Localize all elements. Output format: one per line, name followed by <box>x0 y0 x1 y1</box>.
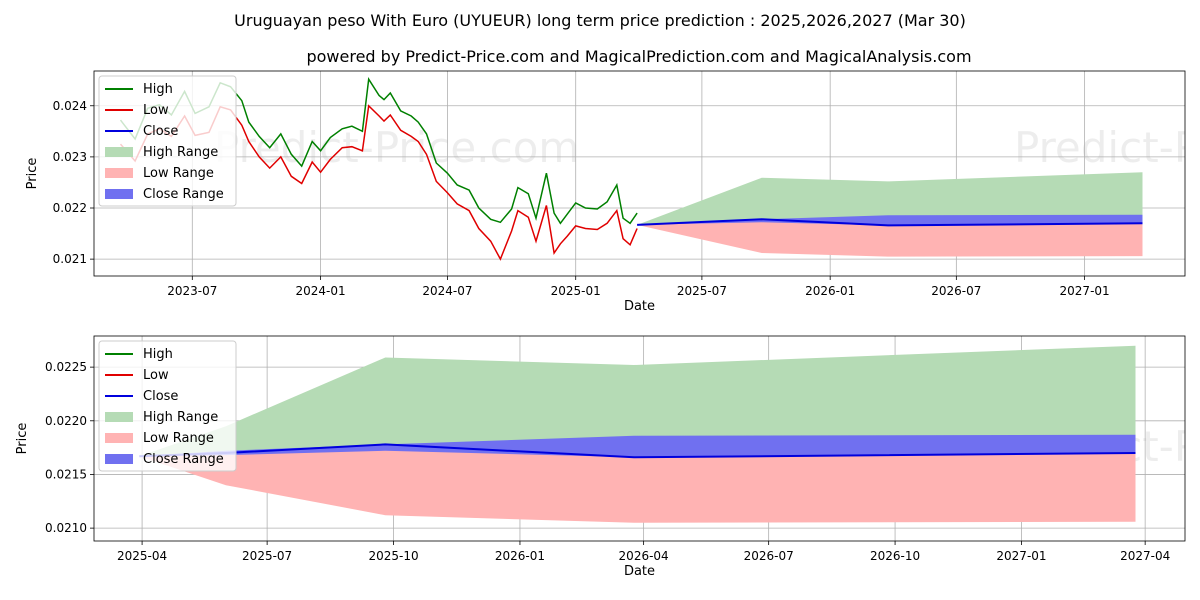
x-tick-label: 2024-07 <box>422 284 472 298</box>
x-tick-label: 2025-07 <box>677 284 727 298</box>
x-tick-label: 2026-04 <box>619 549 669 563</box>
x-tick-label: 2027-01 <box>996 549 1046 563</box>
close-range-band <box>139 434 1136 458</box>
legend-swatch-close-range <box>105 189 133 199</box>
x-tick-label: 2025-10 <box>368 549 418 563</box>
legend-swatch-low-range <box>105 168 133 178</box>
x-tick-label: 2025-07 <box>242 549 292 563</box>
x-tick-label: 2026-01 <box>495 549 545 563</box>
x-tick-label: 2026-10 <box>870 549 920 563</box>
x-axis-label: Date <box>624 299 655 314</box>
legend-swatch-close-range <box>105 454 133 464</box>
legend-label-close: Close <box>143 124 178 139</box>
y-tick-label: 0.0210 <box>45 521 87 535</box>
legend-label-low-range: Low Range <box>143 431 214 446</box>
legend-label-high: High <box>143 347 173 362</box>
chart-title: Uruguayan peso With Euro (UYUEUR) long t… <box>234 11 966 30</box>
high-range-band <box>637 172 1143 226</box>
legend-swatch-high-range <box>105 412 133 422</box>
high-range-band <box>139 345 1136 458</box>
y-tick-label: 0.0220 <box>45 414 87 428</box>
x-tick-label: 2025-01 <box>551 284 601 298</box>
x-tick-label: 2023-07 <box>167 284 217 298</box>
legend-label-low: Low <box>143 368 169 383</box>
y-axis-label: Price <box>25 158 40 190</box>
low-range-band <box>139 444 1136 523</box>
x-tick-label: 2025-04 <box>117 549 167 563</box>
y-tick-label: 0.0215 <box>45 467 87 481</box>
plot-frame <box>93 70 1186 277</box>
legend-box <box>98 340 237 472</box>
legend-label-low-range: Low Range <box>143 166 214 181</box>
plot-frame <box>93 335 1186 542</box>
legend-swatch-high-range <box>105 147 133 157</box>
y-tick-label: 0.023 <box>53 150 87 164</box>
x-tick-label: 2027-01 <box>1060 284 1110 298</box>
legend-label-close: Close <box>143 389 178 404</box>
y-tick-label: 0.022 <box>53 201 87 215</box>
x-axis-label: Date <box>624 564 655 579</box>
x-tick-label: 2027-04 <box>1120 549 1170 563</box>
legend-label-high-range: High Range <box>143 145 218 160</box>
legend: High Low Close High Range Low Range Close Ran… <box>98 75 237 207</box>
chart-subtitle: powered by Predict-Price.com and Magical… <box>306 47 971 66</box>
y-axis-label: Price <box>15 423 30 455</box>
legend-box <box>98 75 237 207</box>
legend-label-close-range: Close Range <box>143 187 224 202</box>
y-tick-label: 0.0225 <box>45 360 87 374</box>
legend-label-low: Low <box>143 103 169 118</box>
watermark-text: Predict-Price.com <box>1014 123 1200 172</box>
close-range-band <box>637 214 1143 226</box>
legend: High Low Close High Range Low Range Close Ran… <box>98 340 237 472</box>
x-tick-label: 2026-07 <box>744 549 794 563</box>
low-range-band <box>637 219 1143 257</box>
close-series-line <box>637 218 1143 227</box>
x-tick-label: 2026-07 <box>931 284 981 298</box>
legend-label-high-range: High Range <box>143 410 218 425</box>
y-tick-label: 0.021 <box>53 252 87 266</box>
legend-label-close-range: Close Range <box>143 452 224 467</box>
legend-swatch-low-range <box>105 433 133 443</box>
x-tick-label: 2026-01 <box>805 284 855 298</box>
legend-label-high: High <box>143 82 173 97</box>
y-tick-label: 0.024 <box>53 99 87 113</box>
x-tick-label: 2024-01 <box>295 284 345 298</box>
